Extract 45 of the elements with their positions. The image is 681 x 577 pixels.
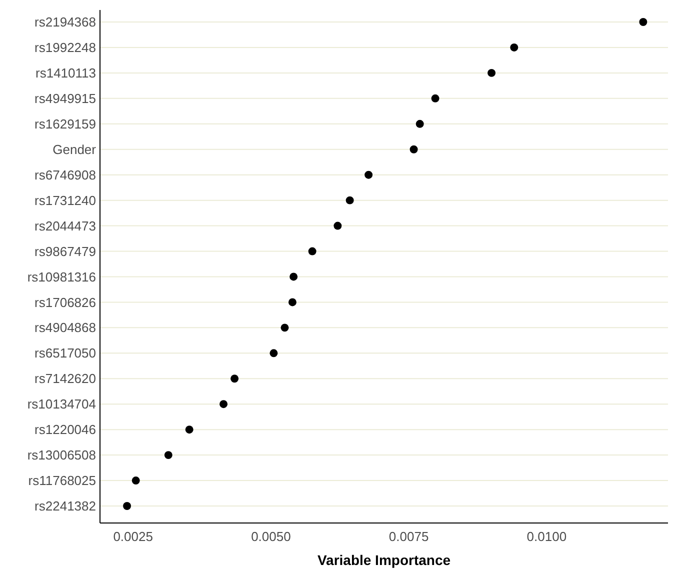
x-tick-label: 0.0025 — [113, 529, 153, 544]
y-tick-label: rs1992248 — [34, 40, 96, 56]
y-tick-label: rs7142620 — [34, 371, 96, 386]
point — [334, 222, 342, 230]
point — [185, 426, 194, 434]
y-tick-label: rs2241382 — [34, 498, 96, 514]
point — [220, 400, 228, 408]
point — [290, 272, 298, 281]
point — [410, 145, 418, 154]
point — [280, 324, 289, 332]
y-tick-label: rs1629159 — [34, 116, 96, 132]
point — [431, 94, 440, 102]
y-tick-label: rs13006508 — [27, 448, 96, 463]
y-tick-label: rs10134704 — [27, 396, 96, 412]
y-tick-label: rs4904868 — [34, 320, 96, 336]
point — [230, 374, 239, 383]
point — [123, 502, 132, 510]
y-tick-label: rs4949915 — [34, 90, 96, 106]
y-tick-label: rs1410113 — [36, 65, 96, 80]
y-tick-label: rs1220046 — [34, 422, 96, 438]
y-tick-label: rs2044473 — [34, 218, 96, 234]
x-tick-label: 0.0075 — [388, 529, 429, 544]
point — [270, 349, 278, 358]
x-axis-title: Variable Importance — [317, 552, 451, 568]
point — [488, 68, 496, 77]
point — [288, 298, 296, 306]
y-tick-label: Gender — [52, 142, 97, 157]
x-tick-label: 0.0100 — [526, 529, 567, 544]
y-tick-label: rs6517050 — [34, 346, 96, 361]
y-tick-label: rs10981316 — [27, 269, 96, 284]
point — [164, 451, 172, 460]
point — [308, 247, 316, 256]
y-tick-label: rs11768025 — [28, 473, 96, 488]
y-tick-label: rs2194368 — [34, 14, 96, 30]
y-tick-label: rs6746908 — [34, 167, 96, 182]
point — [364, 170, 373, 179]
point — [416, 120, 424, 128]
point — [346, 196, 354, 204]
point — [510, 43, 518, 52]
y-tick-label: rs1731240 — [34, 192, 96, 208]
y-tick-label: rs9867479 — [34, 244, 96, 259]
x-tick-label: 0.0050 — [251, 529, 291, 544]
point — [639, 18, 648, 26]
y-tick-label: rs1706826 — [34, 294, 96, 310]
point — [132, 476, 140, 485]
